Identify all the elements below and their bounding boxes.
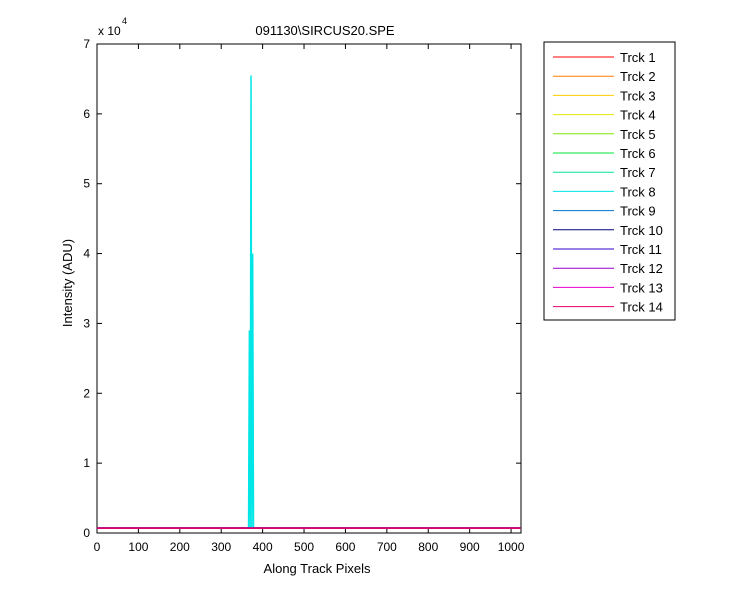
y-tick-label: 2 — [83, 386, 90, 400]
y-tick-label: 4 — [83, 247, 90, 261]
y-tick-label: 0 — [83, 526, 90, 540]
legend-label: Trck 5 — [620, 127, 656, 142]
legend-label: Trck 6 — [620, 146, 656, 161]
y-tick-label: 1 — [83, 456, 90, 470]
legend-label: Trck 2 — [620, 69, 656, 84]
x-tick-label: 500 — [294, 540, 314, 554]
legend-label: Trck 1 — [620, 50, 656, 65]
x-tick-label: 400 — [253, 540, 273, 554]
legend-label: Trck 11 — [620, 242, 662, 257]
x-axis-label: Along Track Pixels — [264, 561, 371, 576]
x-tick-label: 100 — [128, 540, 148, 554]
legend-label: Trck 10 — [620, 223, 663, 238]
x-tick-label: 200 — [170, 540, 190, 554]
y-tick-label: 6 — [83, 107, 90, 121]
x-tick-label: 1000 — [498, 540, 525, 554]
x-tick-label: 600 — [335, 540, 355, 554]
y-tick-label: 5 — [83, 177, 90, 191]
y-exponent-power: 4 — [122, 16, 127, 26]
y-tick-label: 7 — [83, 37, 90, 51]
x-tick-label: 900 — [460, 540, 480, 554]
legend-label: Trck 13 — [620, 280, 663, 295]
legend-label: Trck 9 — [620, 204, 656, 219]
y-exponent-base: x 10 — [98, 24, 121, 38]
legend-box — [543, 41, 676, 321]
x-tick-label: 800 — [418, 540, 438, 554]
legend-label: Trck 4 — [620, 108, 656, 123]
legend-label: Trck 14 — [620, 300, 663, 315]
series-line — [97, 75, 521, 529]
y-tick-label: 3 — [83, 316, 90, 330]
x-tick-label: 700 — [377, 540, 397, 554]
legend-label: Trck 8 — [620, 184, 656, 199]
x-tick-label: 0 — [94, 540, 101, 554]
y-axis-label: Intensity (ADU) — [60, 239, 75, 327]
legend-label: Trck 3 — [620, 88, 656, 103]
legend-label: Trck 7 — [620, 165, 656, 180]
x-tick-label: 300 — [211, 540, 231, 554]
chart-title: 091130\SIRCUS20.SPE — [255, 23, 395, 38]
legend-label: Trck 12 — [620, 261, 663, 276]
plot-box — [96, 43, 522, 534]
